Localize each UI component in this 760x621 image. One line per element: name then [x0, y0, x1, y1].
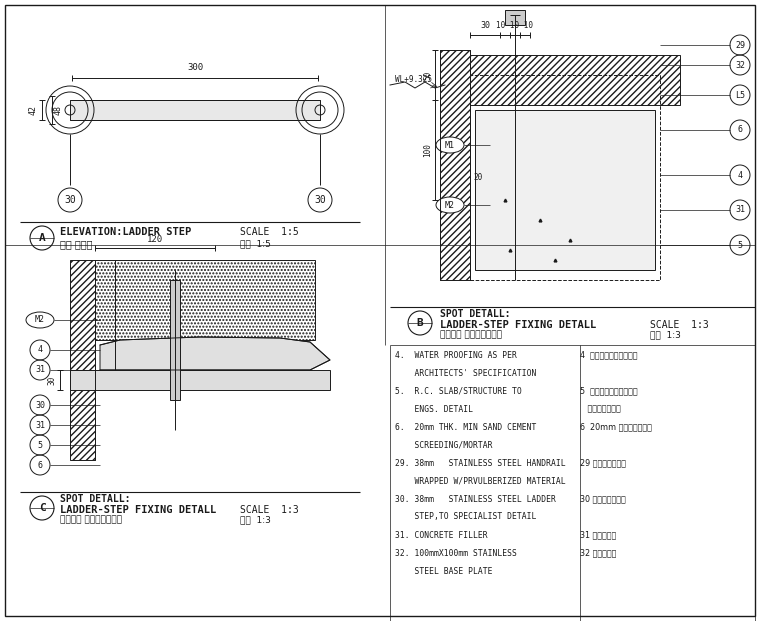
- Text: ARCHITECTS' SPECIFICATION: ARCHITECTS' SPECIFICATION: [395, 368, 537, 378]
- Text: 31: 31: [35, 420, 45, 430]
- Text: STEP,TO SPECIALIST DETAIL: STEP,TO SPECIALIST DETAIL: [395, 512, 537, 522]
- Text: 6: 6: [37, 461, 43, 469]
- Text: M2: M2: [35, 315, 45, 325]
- Text: 31 混凝土填充: 31 混凝土填充: [580, 530, 616, 540]
- Bar: [440, 50, 470, 280]
- Text: 29: 29: [735, 40, 745, 50]
- Ellipse shape: [26, 312, 54, 328]
- Text: 5: 5: [737, 240, 743, 250]
- Text: 29. 38mm   STAINLESS STEEL HANDRAIL: 29. 38mm STAINLESS STEEL HANDRAIL: [395, 458, 565, 468]
- Text: 5  钟筋混凝土楼板按结构: 5 钟筋混凝土楼板按结构: [580, 386, 638, 396]
- Text: 4  防水层按建筑师要求做: 4 防水层按建筑师要求做: [580, 350, 638, 360]
- Text: C: C: [39, 503, 46, 513]
- Text: M2: M2: [445, 201, 455, 209]
- Text: WL+9.325: WL+9.325: [395, 76, 432, 84]
- Text: 立面 爬梯步: 立面 爬梯步: [60, 239, 93, 249]
- Text: SPOT DETALL:: SPOT DETALL:: [440, 309, 511, 319]
- Text: ENGS. DETAIL: ENGS. DETAIL: [395, 404, 473, 414]
- Bar: [70, 260, 95, 460]
- Text: 工程师详图施工: 工程师详图施工: [580, 404, 621, 414]
- Ellipse shape: [436, 137, 464, 153]
- Text: SCALE  1:3: SCALE 1:3: [240, 505, 299, 515]
- Ellipse shape: [436, 197, 464, 213]
- Text: SCALE  1:5: SCALE 1:5: [240, 227, 299, 237]
- Bar: [505, 10, 525, 25]
- Text: M1: M1: [445, 140, 455, 150]
- Text: 10 10 10: 10 10 10: [496, 22, 534, 30]
- Text: 48: 48: [53, 105, 62, 115]
- Text: WRAPPED W/PRVULBERIZED MATERIAL: WRAPPED W/PRVULBERIZED MATERIAL: [395, 476, 565, 486]
- Text: SCREEDING/MORTAR: SCREEDING/MORTAR: [395, 440, 492, 450]
- Text: ELEVATION:LADDER STEP: ELEVATION:LADDER STEP: [60, 227, 192, 237]
- Text: 30: 30: [35, 401, 45, 409]
- Text: 32 不锈锆基干: 32 不锈锆基干: [580, 548, 616, 558]
- Text: 节点大样 爬梯步安装大样: 节点大样 爬梯步安装大样: [60, 515, 122, 525]
- Text: 4.  WATER PROOFING AS PER: 4. WATER PROOFING AS PER: [395, 350, 517, 360]
- Text: LADDER-STEP FIXING DETALL: LADDER-STEP FIXING DETALL: [60, 505, 217, 515]
- Text: 30: 30: [480, 22, 490, 30]
- Text: 比例  1:3: 比例 1:3: [650, 330, 681, 340]
- Bar: [470, 55, 680, 105]
- Text: 4: 4: [37, 345, 43, 355]
- Text: 比例  1:5: 比例 1:5: [240, 240, 271, 248]
- Text: 31: 31: [35, 366, 45, 374]
- Text: 比例  1:3: 比例 1:3: [240, 515, 271, 525]
- Text: 100: 100: [423, 143, 432, 157]
- Bar: [70, 370, 330, 390]
- Text: SPOT DETALL:: SPOT DETALL:: [60, 494, 131, 504]
- Text: LADDER-STEP FIXING DETALL: LADDER-STEP FIXING DETALL: [440, 320, 597, 330]
- Bar: [170, 280, 180, 400]
- Text: 5: 5: [37, 440, 43, 450]
- Text: 4: 4: [737, 171, 743, 179]
- Text: 31. CONCRETE FILLER: 31. CONCRETE FILLER: [395, 530, 488, 540]
- Text: 6  20mm 水泥沙浆找平层: 6 20mm 水泥沙浆找平层: [580, 422, 652, 432]
- Text: L5: L5: [735, 91, 745, 99]
- Text: 30: 30: [64, 195, 76, 205]
- Text: 32: 32: [735, 60, 745, 70]
- Text: 32. 100mmX100mm STAINLESS: 32. 100mmX100mm STAINLESS: [395, 548, 517, 558]
- Text: 30 不锈锆扇兴干步: 30 不锈锆扇兴干步: [580, 494, 625, 504]
- Text: 5.  R.C. SLAB/STRUCTURE TO: 5. R.C. SLAB/STRUCTURE TO: [395, 386, 522, 396]
- Text: 120: 120: [147, 235, 163, 245]
- Text: 300: 300: [187, 63, 203, 73]
- Text: 30. 38mm   STAINLESS STEEL LADDER: 30. 38mm STAINLESS STEEL LADDER: [395, 494, 556, 504]
- Text: 20: 20: [473, 173, 483, 183]
- Bar: [470, 75, 660, 280]
- Text: 节点大样 爬梯步安装大样: 节点大样 爬梯步安装大样: [440, 330, 502, 340]
- Text: SCALE  1:3: SCALE 1:3: [650, 320, 709, 330]
- Text: STEEL BASE PLATE: STEEL BASE PLATE: [395, 566, 492, 576]
- Text: A: A: [39, 233, 46, 243]
- Polygon shape: [100, 337, 330, 370]
- Bar: [70, 100, 320, 120]
- Text: 30: 30: [314, 195, 326, 205]
- Text: B: B: [416, 318, 423, 328]
- Text: 29 不锈锆扇兴干步: 29 不锈锆扇兴干步: [580, 458, 626, 468]
- Bar: [475, 110, 655, 270]
- Text: 42: 42: [29, 105, 37, 115]
- Text: 6.  20mm THK. MIN SAND CEMENT: 6. 20mm THK. MIN SAND CEMENT: [395, 422, 537, 432]
- Text: 31: 31: [735, 206, 745, 214]
- Text: 50: 50: [423, 70, 432, 79]
- Text: 30: 30: [47, 375, 56, 384]
- Bar: [95, 260, 315, 340]
- Text: 6: 6: [737, 125, 743, 135]
